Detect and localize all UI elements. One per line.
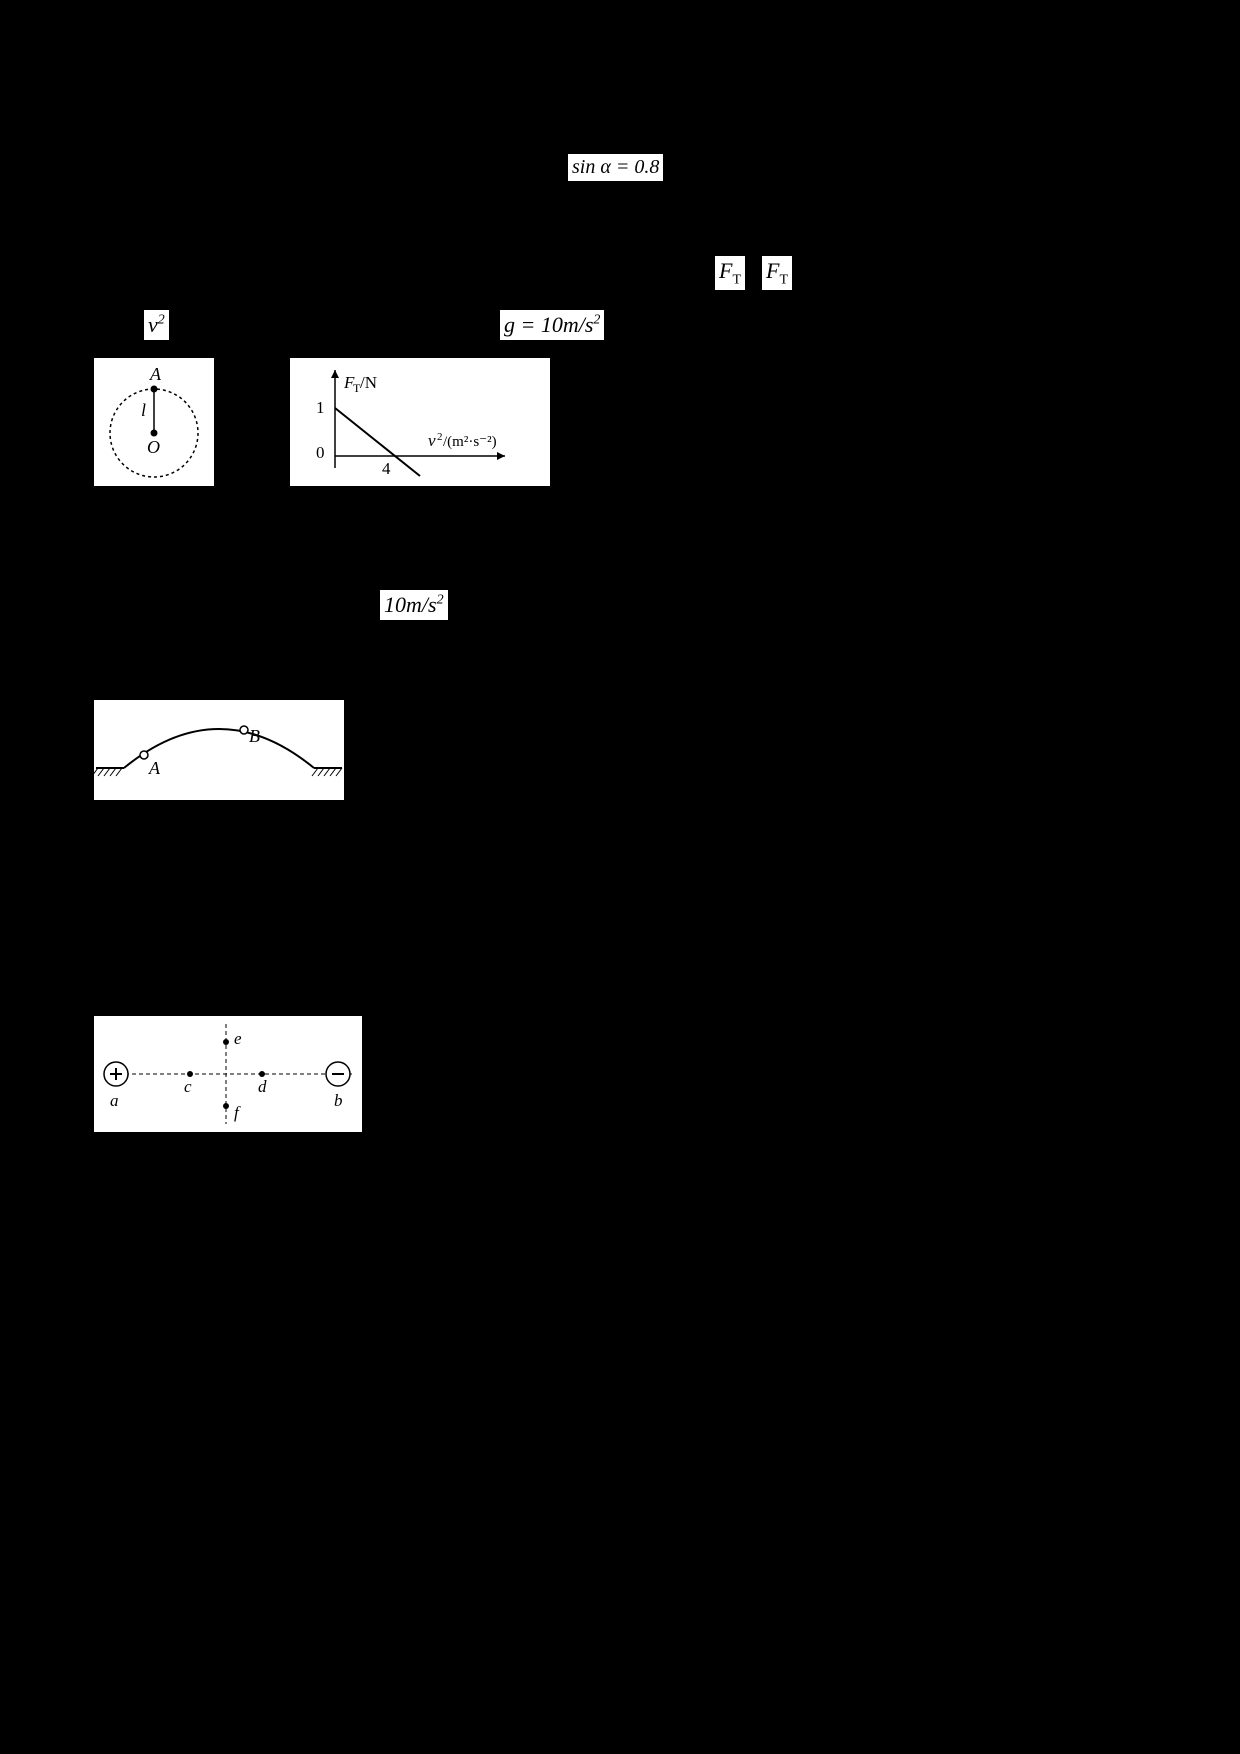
charge-label-c: c <box>184 1077 192 1096</box>
y-axis-unit: /N <box>360 373 377 392</box>
arch-label-A: A <box>148 758 161 778</box>
formula-ft-1: FT <box>715 256 745 290</box>
arch-svg: A B <box>94 700 344 800</box>
label-A: A <box>149 364 162 384</box>
figure-charges: a b c d e f <box>94 1016 362 1132</box>
x-axis-label: v <box>428 431 436 450</box>
charge-label-d: d <box>258 1077 267 1096</box>
formula-sin-alpha: sin α = 0.8 <box>568 154 663 181</box>
x-tick-4: 4 <box>382 459 391 478</box>
charges-svg: a b c d e f <box>94 1016 362 1132</box>
arch-label-B: B <box>249 726 260 746</box>
label-l: l <box>141 400 146 420</box>
charge-label-b: b <box>334 1091 343 1110</box>
figure-graph: F T /N 1 0 4 v 2 /(m²·s⁻²) <box>290 358 550 486</box>
formula-10ms2: 10m/s2 <box>380 590 448 620</box>
graph-svg: F T /N 1 0 4 v 2 /(m²·s⁻²) <box>290 358 550 486</box>
y-tick-1: 1 <box>316 398 325 417</box>
charge-label-a: a <box>110 1091 119 1110</box>
x-axis-sup: 2 <box>437 431 443 443</box>
x-axis-unit: /(m²·s⁻²) <box>443 434 497 450</box>
formula-v-squared: v2 <box>144 310 169 340</box>
figure-circle-diagram: A l O <box>94 358 214 486</box>
page-container: sin α = 0.8 FT FT v2 g = 10m/s2 A l O <box>0 0 1240 1754</box>
formula-ft-2: FT <box>762 256 792 290</box>
charge-label-f: f <box>234 1103 241 1122</box>
label-O: O <box>147 437 160 457</box>
figure-arch-bridge: A B <box>94 700 344 800</box>
circle-svg: A l O <box>94 358 214 486</box>
origin-label: 0 <box>316 443 325 462</box>
charge-label-e: e <box>234 1029 242 1048</box>
formula-g-value: g = 10m/s2 <box>500 310 604 340</box>
